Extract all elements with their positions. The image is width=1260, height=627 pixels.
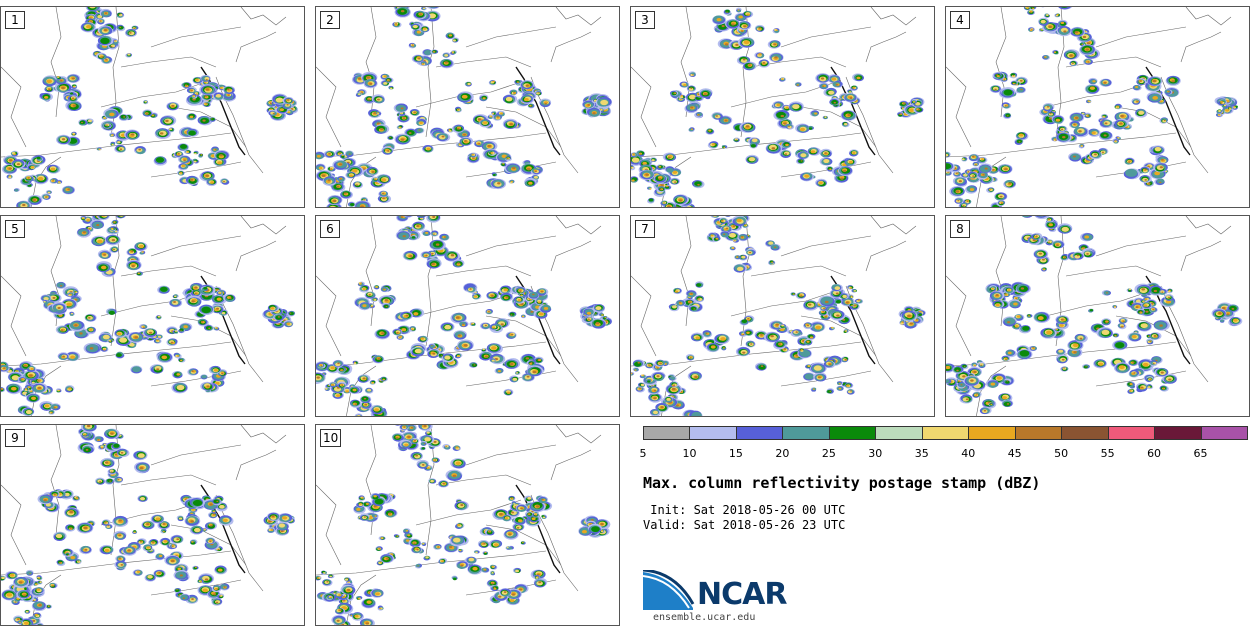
panel-label: 6 <box>320 220 340 238</box>
panel-label: 10 <box>320 429 342 447</box>
colorbar-tick-label: 15 <box>728 447 743 460</box>
colorbar-tick-label: 20 <box>775 447 790 460</box>
stamp-panel-10: 10 <box>315 424 620 626</box>
panel-label: 5 <box>5 220 25 238</box>
stamp-panel-7: 7 <box>630 215 935 417</box>
panel-label: 4 <box>950 11 970 29</box>
reflectivity-colorbar <box>643 426 1248 440</box>
reflectivity-map <box>316 425 611 625</box>
colorbar-segment <box>1154 426 1202 440</box>
stamp-panel-4: 4 <box>945 6 1250 208</box>
panel-label: 8 <box>950 220 970 238</box>
colorbar-tick-label: 55 <box>1100 447 1115 460</box>
reflectivity-map <box>1 216 296 416</box>
colorbar-segment <box>689 426 737 440</box>
colorbar-tick-label: 40 <box>961 447 976 460</box>
stamp-panel-5: 5 <box>0 215 305 417</box>
init-time: Init: Sat 2018-05-26 00 UTC <box>643 503 846 517</box>
colorbar-tick-label: 45 <box>1007 447 1022 460</box>
colorbar-segment <box>1107 426 1156 440</box>
stamp-panel-1: 1 <box>0 6 305 208</box>
stamp-panel-8: 8 <box>945 215 1250 417</box>
stamp-panel-3: 3 <box>630 6 935 208</box>
colorbar-segment <box>1200 426 1248 440</box>
ncar-logo-icon <box>643 570 695 610</box>
plot-title: Max. column reflectivity postage stamp (… <box>643 474 1041 492</box>
panel-label: 2 <box>320 11 340 29</box>
reflectivity-map <box>946 7 1238 207</box>
reflectivity-map <box>631 7 925 207</box>
colorbar-segment <box>1061 426 1109 440</box>
colorbar-segment <box>643 426 691 440</box>
colorbar-tick-label: 5 <box>639 447 647 460</box>
stamp-panel-2: 2 <box>315 6 620 208</box>
reflectivity-map <box>946 216 1243 416</box>
colorbar-tick-label: 25 <box>821 447 836 460</box>
panel-label: 1 <box>5 11 25 29</box>
colorbar-segment <box>828 426 877 440</box>
stamp-panel-6: 6 <box>315 215 620 417</box>
ncar-logo-text: NCAR <box>697 577 787 612</box>
reflectivity-map <box>1 425 295 625</box>
colorbar-segment <box>735 426 784 440</box>
colorbar-segment <box>875 426 923 440</box>
colorbar-segment <box>782 426 830 440</box>
colorbar-tick-label: 50 <box>1054 447 1069 460</box>
colorbar-tick-label: 65 <box>1193 447 1208 460</box>
colorbar-tick-label: 35 <box>914 447 929 460</box>
website-label: ensemble.ucar.edu <box>653 612 756 623</box>
panel-label: 7 <box>635 220 655 238</box>
colorbar-tick-label: 60 <box>1147 447 1162 460</box>
colorbar-tick-label: 10 <box>682 447 697 460</box>
colorbar-segment <box>968 426 1016 440</box>
panel-label: 9 <box>5 429 25 447</box>
colorbar-tick-label: 30 <box>868 447 883 460</box>
colorbar-segment <box>921 426 970 440</box>
reflectivity-map <box>1 7 299 207</box>
valid-time: Valid: Sat 2018-05-26 23 UTC <box>643 518 846 532</box>
reflectivity-map <box>631 216 926 416</box>
panel-label: 3 <box>635 11 655 29</box>
reflectivity-map <box>316 216 613 416</box>
reflectivity-map <box>316 7 613 207</box>
colorbar-segment <box>1014 426 1063 440</box>
stamp-panel-9: 9 <box>0 424 305 626</box>
